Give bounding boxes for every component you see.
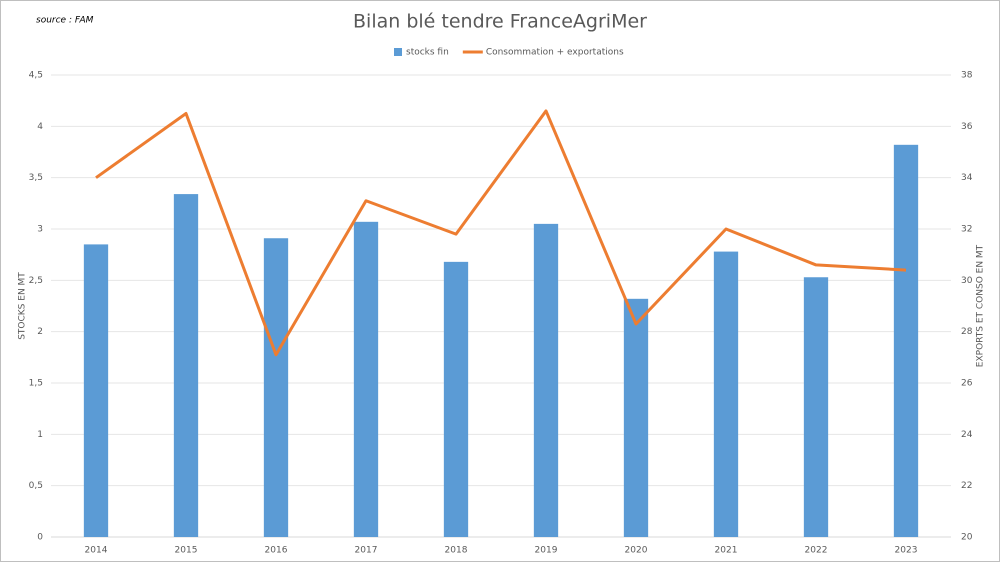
bar <box>533 223 559 537</box>
x-tick-label: 2022 <box>805 546 828 556</box>
bar <box>803 277 829 537</box>
y-tick-label: 3,5 <box>29 173 43 183</box>
y2-axis-label: EXPORTS ET CONSO EN MT <box>976 244 986 367</box>
y-tick-label: 2,5 <box>29 276 43 286</box>
y2-tick-label: 30 <box>961 276 973 286</box>
y-tick-label: 1 <box>37 430 43 440</box>
bar <box>623 298 649 537</box>
legend-label: Consommation + exportations <box>486 48 624 58</box>
x-tick-label: 2015 <box>175 546 198 556</box>
bar <box>713 251 739 537</box>
legend-swatch <box>394 48 402 56</box>
x-tick-label: 2021 <box>715 546 738 556</box>
legend-label: stocks fin <box>406 48 449 58</box>
x-tick-label: 2019 <box>535 546 558 556</box>
y-tick-label: 0,5 <box>29 481 43 491</box>
bar <box>353 221 379 537</box>
line <box>95 109 907 357</box>
y2-tick-label: 26 <box>961 379 973 389</box>
y-tick-label: 1,5 <box>29 379 43 389</box>
x-tick-label: 2018 <box>445 546 468 556</box>
x-tick-label: 2023 <box>895 546 918 556</box>
y-tick-label: 2 <box>37 327 43 337</box>
y2-tick-label: 36 <box>961 122 973 132</box>
bar <box>443 261 469 537</box>
y2-tick-label: 28 <box>961 327 973 337</box>
bar <box>173 194 199 538</box>
bar <box>83 244 109 537</box>
bar <box>893 144 919 537</box>
y-tick-label: 0 <box>37 533 43 543</box>
y2-tick-label: 22 <box>961 481 972 491</box>
y-tick-label: 4,5 <box>29 71 43 81</box>
source-note: source : FAM <box>36 16 94 26</box>
y2-tick-label: 32 <box>961 225 972 235</box>
x-tick-label: 2020 <box>625 546 648 556</box>
y-tick-label: 4 <box>37 122 43 132</box>
y2-tick-label: 20 <box>961 533 973 543</box>
y2-tick-label: 38 <box>961 71 973 81</box>
bar <box>263 238 289 538</box>
x-tick-label: 2017 <box>355 546 378 556</box>
y-tick-label: 3 <box>37 225 43 235</box>
y2-tick-label: 34 <box>961 173 973 183</box>
x-tick-label: 2014 <box>85 546 108 556</box>
y2-tick-label: 24 <box>961 430 973 440</box>
x-tick-label: 2016 <box>265 546 288 556</box>
y-axis-label: STOCKS EN MT <box>18 272 28 340</box>
chart-title: Bilan blé tendre FranceAgriMer <box>353 11 647 33</box>
